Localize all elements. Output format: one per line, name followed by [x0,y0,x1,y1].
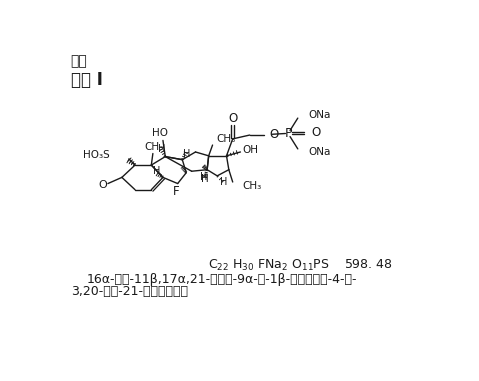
Text: O: O [228,112,237,125]
Text: HO₃S: HO₃S [83,150,110,160]
Text: 16α-甲基-11β,17α,21-三羟基-9α-氟-1β-磺酸基孕甾-4-烯-: 16α-甲基-11β,17α,21-三羟基-9α-氟-1β-磺酸基孕甾-4-烯- [87,272,357,285]
Text: O: O [98,180,107,190]
Text: F: F [173,185,180,198]
Text: 附：: 附： [71,54,88,68]
Text: 3,20-二酮-21-磷酸酯二钠盐: 3,20-二酮-21-磷酸酯二钠盐 [71,285,188,298]
Text: CH₃: CH₃ [242,181,261,191]
Text: O: O [311,126,320,139]
Text: CH₃: CH₃ [144,142,163,152]
Text: H: H [200,172,207,182]
Text: P: P [285,127,292,140]
Text: ONa: ONa [308,110,331,120]
Text: H: H [158,144,165,154]
Text: CH₃: CH₃ [217,134,236,144]
Text: H: H [153,166,160,176]
Text: ONa: ONa [308,147,331,157]
Text: H: H [220,177,227,187]
Text: O: O [269,128,278,141]
Text: OH: OH [243,145,259,155]
Text: C$_{22}$ H$_{30}$ FNa$_{2}$ O$_{11}$PS    598. 48: C$_{22}$ H$_{30}$ FNa$_{2}$ O$_{11}$PS 5… [208,258,392,273]
Text: H: H [201,174,209,184]
Text: 杂质 I: 杂质 I [71,71,103,89]
Text: HO: HO [152,128,168,139]
Text: H: H [182,149,190,158]
